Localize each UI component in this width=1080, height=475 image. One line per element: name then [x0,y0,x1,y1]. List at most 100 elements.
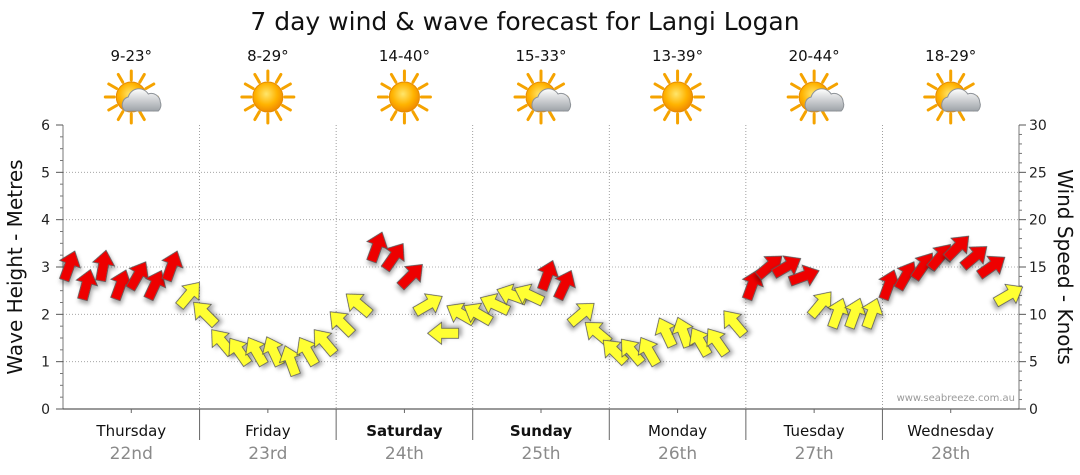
wind-arrow [959,246,988,271]
partly-cloudy-icon [923,69,981,125]
sun-ray [253,110,261,122]
wind-arrow [566,302,595,328]
right-tick-label: 10 [1029,307,1047,323]
sun-ray [926,104,938,112]
left-tick-label: 4 [41,213,50,229]
y-axis-label-left: Wave Height - Metres [3,159,27,374]
right-tick-label: 20 [1029,213,1047,229]
wind-arrow [161,250,184,283]
right-tick-label: 15 [1029,260,1047,276]
sun-ray [821,72,829,84]
temp-range-label: 13-39° [652,47,703,65]
sun-ray [243,82,255,90]
sun-ray [926,82,938,90]
wind-arrow [463,302,494,327]
day-name-label: Wednesday [907,422,994,440]
sun-ray [684,110,693,122]
sun-ray [138,72,146,84]
wind-arrow [345,293,374,319]
sun-ray [107,104,119,112]
sun-ray [417,82,429,90]
wind-arrow [826,297,850,330]
sun-ray [827,82,839,90]
sun-ray [690,104,702,112]
left-tick-label: 5 [41,165,50,181]
sun-ray [936,72,944,84]
cloud-shape [804,88,845,112]
day-date-label: 26th [658,444,697,464]
wind-arrow [844,297,867,330]
sun-ray [411,72,419,84]
day-date-label: 25th [521,444,560,464]
wind-arrow [228,337,253,368]
partly-cloudy-icon [513,69,572,125]
sun-ray [963,82,975,90]
right-tick-label: 0 [1029,402,1038,418]
sun-disc [252,81,284,113]
wind-arrow [621,338,646,367]
wind-arrow [513,283,546,307]
cloud-shape [121,88,162,112]
wind-arrow [602,339,630,367]
sun-ray [684,72,693,84]
sun-ray [116,72,125,84]
wind-arrow [175,281,200,310]
wind-arrow [446,302,477,327]
sun-ray [138,110,146,122]
sunny-icon [376,69,432,125]
sun-ray [253,72,261,84]
sun-ray [957,110,966,122]
day-name-label: Tuesday [783,422,845,440]
sun-ray [957,72,966,84]
wind-arrow [654,317,678,349]
sun-ray [417,104,429,112]
sun-ray [274,72,283,84]
sun-disc [388,81,420,113]
sun-ray [690,82,702,90]
wind-arrow [942,235,970,263]
right-tick-label: 25 [1029,165,1047,181]
wind-arrow [91,249,116,283]
wind-arrow [992,283,1024,308]
sun-ray [799,110,808,122]
sun-ray [790,104,801,112]
wind-arrow [861,297,884,330]
sun-ray [936,110,944,122]
sun-rays [650,69,706,125]
sun-ray [516,82,528,90]
partly-cloudy-icon [786,69,845,125]
wind-arrow [553,269,576,302]
watermark: www.seabreeze.com.au [897,393,1015,404]
sun-ray [653,82,665,90]
sun-rays [240,69,296,125]
left-tick-label: 1 [41,355,50,371]
sunny-icon [650,69,706,125]
sun-ray [790,82,801,90]
day-name-label: Sunday [510,422,573,440]
day-date-label: 28th [931,444,970,464]
wind-arrow [193,301,220,329]
sun-ray [653,104,665,112]
wind-arrow [58,250,81,283]
cloud-shape [941,88,981,112]
grid [63,125,1019,409]
wind-arrow [806,291,832,320]
sun-ray [663,72,671,84]
wind-arrow [412,293,443,317]
temp-range-label: 9-23° [111,47,153,65]
day-name-label: Monday [648,422,707,440]
wind-arrow [262,336,285,368]
sun-ray [281,104,292,112]
wind-arrow [426,321,460,346]
day-date-label: 22nd [110,444,153,464]
left-y-ticks: 0 1 2 3 4 5 6 [41,118,63,418]
sunny-icon [240,69,296,125]
wind-arrows [58,231,1024,378]
sun-ray [380,82,392,90]
sun-ray [526,110,534,122]
wind-arrow [976,255,1006,280]
wind-arrow [75,268,99,302]
sun-ray [144,82,156,90]
